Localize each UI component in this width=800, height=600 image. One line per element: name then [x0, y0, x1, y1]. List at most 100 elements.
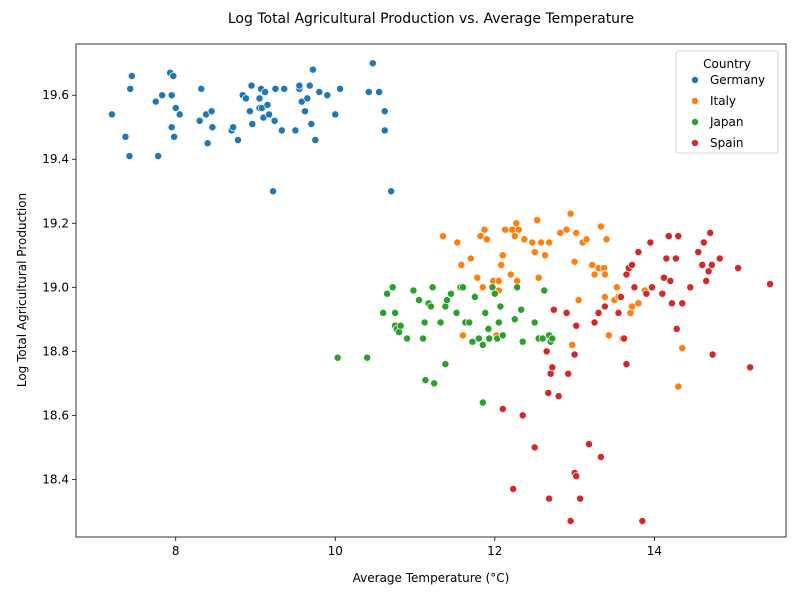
- data-point: [602, 235, 611, 244]
- data-point: [638, 517, 647, 525]
- data-point: [498, 404, 507, 413]
- data-point: [600, 302, 609, 311]
- data-point: [600, 270, 609, 279]
- data-point: [542, 347, 551, 356]
- data-point: [576, 494, 585, 503]
- data-point: [734, 264, 743, 273]
- data-point: [271, 84, 280, 93]
- data-point: [233, 136, 242, 144]
- series-germany: [107, 59, 396, 196]
- data-point: [430, 379, 439, 388]
- data-point: [391, 308, 400, 317]
- data-point: [572, 321, 581, 330]
- data-point: [494, 318, 503, 327]
- x-tick-label: 14: [647, 544, 662, 558]
- data-point: [379, 308, 388, 317]
- data-point: [672, 324, 681, 333]
- series-spain: [498, 228, 774, 525]
- data-point: [395, 328, 404, 337]
- data-point: [520, 235, 529, 244]
- data-point: [420, 318, 429, 327]
- data-point: [694, 248, 703, 257]
- data-point: [255, 94, 264, 103]
- y-tick-label: 19.0: [42, 280, 69, 294]
- data-point: [265, 110, 274, 119]
- data-point: [698, 260, 707, 269]
- data-point: [622, 360, 631, 369]
- data-point: [295, 81, 304, 90]
- data-point: [574, 296, 583, 305]
- data-point: [485, 334, 494, 343]
- data-point: [380, 107, 389, 116]
- data-point: [678, 299, 687, 308]
- data-point: [453, 238, 462, 247]
- data-point: [311, 136, 320, 144]
- data-point: [600, 264, 609, 273]
- data-point: [630, 283, 639, 292]
- data-point: [458, 331, 467, 340]
- data-point: [566, 517, 575, 525]
- data-point: [121, 132, 130, 141]
- data-point: [674, 232, 683, 241]
- data-point: [241, 94, 250, 103]
- data-point: [336, 84, 345, 93]
- data-point: [167, 123, 176, 132]
- data-point: [614, 308, 623, 317]
- legend-marker: [691, 118, 699, 126]
- data-point: [604, 331, 613, 340]
- data-point: [498, 251, 507, 260]
- data-point: [270, 116, 279, 125]
- data-point: [554, 392, 563, 401]
- data-point: [594, 308, 603, 317]
- data-point: [585, 440, 593, 449]
- data-point: [510, 232, 519, 241]
- data-point: [470, 292, 479, 301]
- data-point: [659, 273, 668, 282]
- data-point: [528, 238, 537, 247]
- legend: Country Germany Italy Japan Spain: [675, 50, 779, 154]
- data-point: [513, 283, 522, 292]
- data-point: [540, 286, 549, 295]
- data-point: [498, 331, 507, 340]
- data-point: [474, 334, 483, 343]
- data-point: [616, 292, 625, 301]
- data-point: [428, 283, 437, 292]
- data-point: [538, 334, 547, 343]
- data-point: [380, 126, 389, 135]
- data-point: [628, 260, 636, 269]
- data-point: [446, 289, 455, 298]
- data-point: [662, 254, 671, 263]
- data-point: [436, 318, 445, 327]
- data-point: [628, 302, 636, 311]
- data-point: [566, 209, 575, 218]
- chart-title: Log Total Agricultural Production vs. Av…: [228, 11, 634, 27]
- data-point: [476, 232, 485, 241]
- legend-label: Germany: [710, 73, 765, 87]
- data-point: [497, 260, 506, 269]
- data-point: [702, 276, 711, 285]
- data-point: [588, 260, 597, 269]
- data-point: [368, 59, 377, 68]
- data-point: [291, 126, 300, 135]
- y-tick-label: 18.8: [42, 344, 69, 358]
- data-point: [465, 318, 474, 327]
- data-point: [127, 72, 136, 80]
- data-point: [484, 324, 493, 333]
- data-point: [548, 334, 557, 343]
- data-point: [409, 286, 418, 295]
- data-point: [277, 126, 286, 135]
- data-point: [154, 152, 163, 160]
- data-point: [634, 248, 643, 257]
- data-point: [427, 302, 435, 311]
- data-point: [151, 97, 160, 106]
- series-italy: [439, 209, 687, 391]
- data-point: [441, 360, 450, 369]
- data-point: [678, 344, 687, 353]
- data-point: [415, 296, 423, 305]
- data-point: [590, 318, 599, 327]
- data-point: [562, 225, 571, 234]
- data-point: [634, 299, 643, 308]
- legend-marker: [691, 76, 699, 84]
